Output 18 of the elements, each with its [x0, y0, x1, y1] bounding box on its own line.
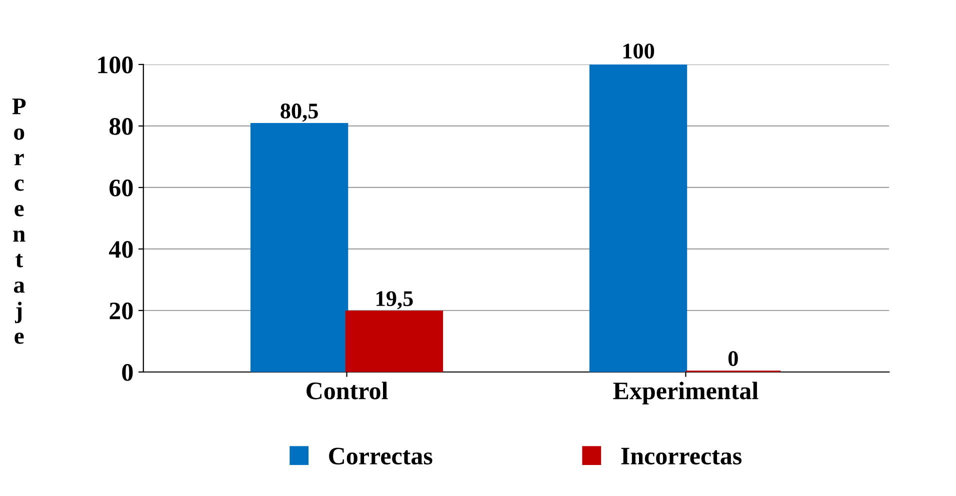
y-tick-label: 60	[110, 180, 133, 196]
data-label: 100	[623, 44, 654, 59]
bar	[250, 123, 348, 372]
legend-label: Correctas	[329, 448, 432, 465]
legend-label: Incorrectas	[621, 448, 742, 465]
data-label: 80,5	[280, 104, 318, 122]
y-tick-label: 40	[109, 241, 133, 258]
text: Porcentaje	[12, 98, 26, 344]
data-label: 0	[728, 351, 738, 366]
data-label: 19,5	[376, 291, 413, 310]
y-tick-label: 0	[122, 364, 133, 381]
y-tick-label: 80	[110, 118, 133, 135]
x-tick-label: Control	[306, 382, 388, 400]
y-tick-label: 20	[110, 302, 133, 320]
y-tick-label: 100	[98, 56, 133, 74]
bar	[345, 310, 444, 372]
x-tick-label: Experimental	[613, 382, 758, 404]
bar	[589, 64, 688, 372]
